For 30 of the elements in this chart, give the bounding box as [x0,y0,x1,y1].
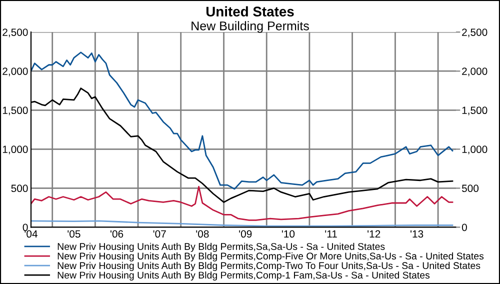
y2-tick-label: 2,000 [462,68,488,76]
y2-tick-label: 0 [462,224,467,232]
x-tick-label: '13 [410,230,424,238]
x-tick-label: '06 [110,230,124,238]
legend-label: New Priv Housing Units Auth By Bldg Permits,Sa,Sa-Us - Sa - United States [58,242,385,252]
y-tick-label: 500 [11,184,28,192]
y2-tick-label: 1,000 [462,146,488,154]
y-tick-label: 0 [22,224,28,232]
x-tick-label: '09 [239,230,252,238]
legend-label: New Priv Housing Units Auth By Bldg Permits,Comp-1 Fam,Sa-Us - Sa - United States [58,271,430,281]
x-tick-label: '08 [196,230,209,238]
x-tick-label: '04 [24,230,38,238]
x-tick-label: '05 [68,230,80,238]
x-tick-label: '11 [325,230,337,238]
x-tick-label: '12 [368,230,380,238]
legend-label: New Priv Housing Units Auth By Bldg Permits,Comp-Five Or More Units,Sa-Us - Sa - United States [58,252,484,262]
y-tick-label: 2,000 [2,68,28,76]
y2-tick-label: 1,500 [462,106,488,116]
y-tick-label: 2,500 [2,28,28,38]
y2-tick-label: 2,500 [462,28,488,38]
legend-label: New Priv Housing Units Auth By Bldg Permits,Comp-Two To Four Units,Sa-Us - Sa - United States [58,262,480,271]
line-series [31,186,454,221]
y-tick-label: 1,000 [2,146,28,154]
line-series [31,52,454,190]
x-tick-label: '07 [153,230,166,238]
y2-tick-label: 500 [462,184,479,192]
chart-title: United States [206,6,294,17]
x-tick-label: '10 [282,230,295,238]
chart-subtitle: New Building Permits [192,21,309,33]
y-tick-label: 1,500 [2,106,28,116]
